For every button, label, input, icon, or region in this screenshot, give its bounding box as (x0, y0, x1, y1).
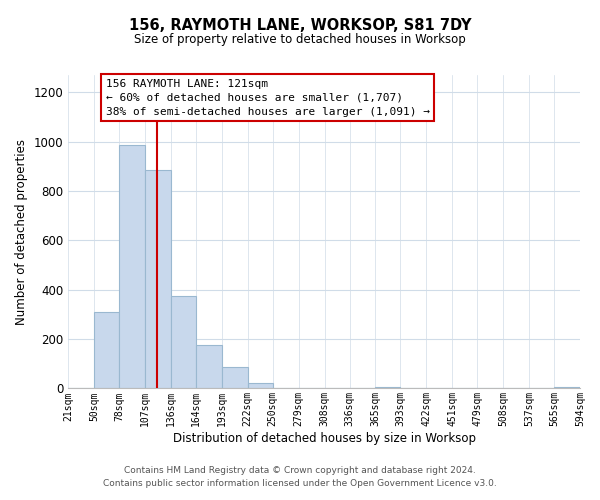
Bar (248, 384, 273, 388)
Text: 156, RAYMOTH LANE, WORKSOP, S81 7DY: 156, RAYMOTH LANE, WORKSOP, S81 7DY (129, 18, 471, 32)
Text: 156 RAYMOTH LANE: 121sqm
← 60% of detached houses are smaller (1,707)
38% of sem: 156 RAYMOTH LANE: 121sqm ← 60% of detach… (106, 78, 430, 116)
Bar (222, 368, 248, 388)
Text: Contains HM Land Registry data © Crown copyright and database right 2024.
Contai: Contains HM Land Registry data © Crown c… (103, 466, 497, 487)
Y-axis label: Number of detached properties: Number of detached properties (15, 138, 28, 324)
Bar (554, 387, 580, 388)
Bar (94, 312, 119, 388)
Bar (171, 296, 196, 388)
Bar (145, 170, 171, 388)
Bar (376, 387, 400, 388)
Bar (119, 146, 145, 388)
X-axis label: Distribution of detached houses by size in Worksop: Distribution of detached houses by size … (173, 432, 476, 445)
Bar (196, 345, 222, 389)
Text: Size of property relative to detached houses in Worksop: Size of property relative to detached ho… (134, 32, 466, 46)
